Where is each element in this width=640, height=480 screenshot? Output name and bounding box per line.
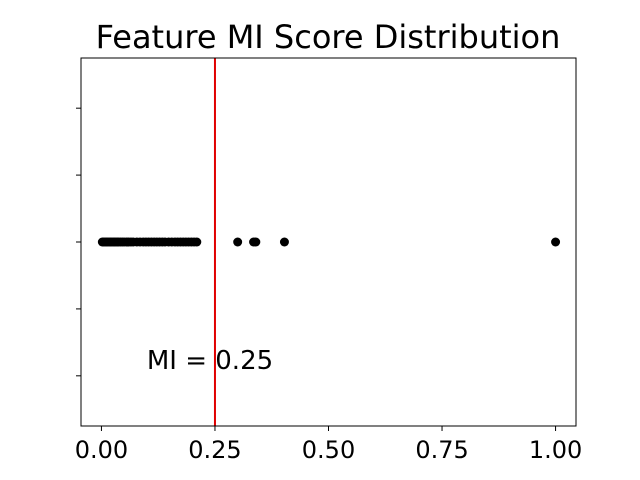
data-point (279, 237, 289, 247)
data-point (192, 237, 202, 247)
points-layer (97, 237, 561, 247)
chart-title: Feature MI Score Distribution (96, 18, 561, 56)
x-tick-label: 0.25 (188, 436, 241, 464)
x-tick-label: 1.00 (529, 436, 582, 464)
x-tick-label: 0.50 (302, 436, 355, 464)
axes-layer: 0.00 0.25 0.50 0.75 1.00 (75, 57, 582, 464)
data-point (233, 237, 243, 247)
x-tick-label: 0.00 (75, 436, 128, 464)
data-point (251, 237, 261, 247)
x-tick-label: 0.75 (415, 436, 468, 464)
threshold-annotation: MI = 0.25 (147, 346, 273, 376)
data-point (551, 237, 561, 247)
